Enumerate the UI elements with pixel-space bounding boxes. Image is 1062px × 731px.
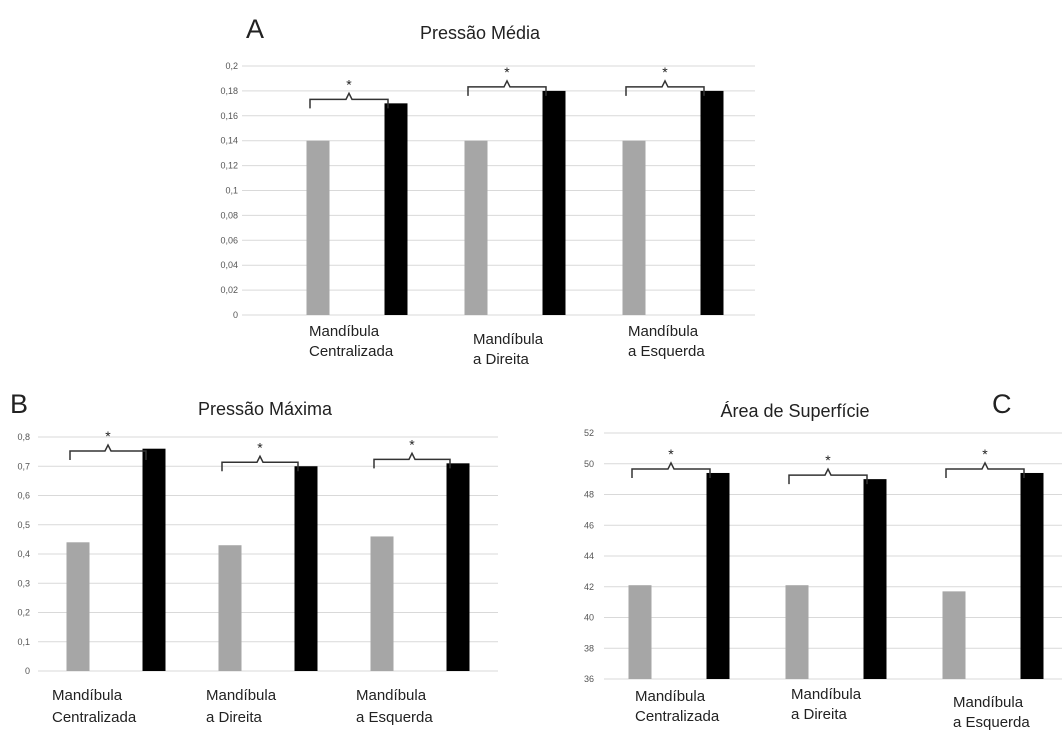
bar-series-1 [622, 140, 646, 315]
y-tick-label: 0,7 [17, 461, 30, 471]
y-tick-label: 0,04 [220, 260, 238, 270]
y-tick-label: 40 [584, 613, 594, 623]
y-tick-label: 0,14 [220, 136, 238, 146]
category-label: a Direita [791, 706, 848, 723]
y-tick-label: 0,02 [220, 285, 238, 295]
category-label: Mandíbula [953, 694, 1024, 711]
significance-star: * [825, 452, 831, 468]
category-label: a Direita [473, 351, 530, 368]
category-label: Centralizada [635, 708, 720, 725]
y-tick-label: 52 [584, 428, 594, 438]
y-tick-label: 0,6 [17, 491, 30, 501]
category-label: Mandíbula [356, 687, 427, 704]
y-tick-label: 0,1 [225, 186, 238, 196]
category-label: Mandíbula [635, 688, 706, 705]
panel-letter-c: C [992, 389, 1012, 419]
bar-series-2 [446, 463, 470, 671]
y-tick-label: 42 [584, 582, 594, 592]
y-tick-label: 0,18 [220, 86, 238, 96]
y-tick-label: 44 [584, 551, 594, 561]
y-tick-label: 0,06 [220, 235, 238, 245]
chart-title-c: Área de Superfície [720, 401, 869, 421]
panel-letter-b: B [10, 389, 28, 419]
y-tick-label: 0,2 [225, 61, 238, 71]
category-label: a Esquerda [953, 714, 1030, 731]
category-label: Mandíbula [791, 686, 862, 703]
chart-a: 0 0,02 0,04 0,06 0,08 0,1 0,12 0,14 0,16 0,18 0,2 *… [220, 61, 755, 368]
chart-title-b: Pressão Máxima [198, 399, 333, 419]
significance-star: * [346, 76, 352, 92]
panel-letter-a: A [246, 14, 264, 44]
category-label: Centralizada [309, 343, 394, 360]
y-tick-label: 48 [584, 490, 594, 500]
significance-star: * [668, 446, 674, 462]
bar-series-1 [785, 585, 809, 679]
significance-bracket [631, 461, 711, 478]
significance-bracket [373, 451, 451, 469]
category-label: a Esquerda [628, 343, 705, 360]
significance-star: * [662, 64, 668, 80]
significance-star: * [409, 436, 415, 452]
category-label: Centralizada [52, 709, 137, 726]
significance-bracket [69, 443, 147, 460]
bar-series-1 [306, 140, 330, 315]
bar-series-2 [142, 448, 166, 671]
chart-b: 0 0,1 0,2 0,3 0,4 0,5 0,6 0,7 0,8 * Mandíbula Centr… [17, 428, 498, 726]
significance-bracket [467, 79, 547, 96]
bar-series-2 [706, 472, 730, 679]
significance-bracket [788, 467, 868, 485]
bar-series-2 [863, 479, 887, 679]
significance-star: * [105, 428, 111, 444]
y-tick-label: 36 [584, 674, 594, 684]
y-tick-label: 0 [233, 310, 238, 320]
bar-series-1 [66, 542, 90, 671]
bar-series-2 [294, 466, 318, 671]
category-label: a Direita [206, 709, 263, 726]
bar-series-1 [942, 591, 966, 679]
significance-bracket [309, 91, 389, 109]
y-tick-label: 0,8 [17, 432, 30, 442]
bar-series-2 [542, 90, 566, 316]
y-tick-label: 46 [584, 520, 594, 530]
y-tick-label: 38 [584, 643, 594, 653]
bar-series-2 [384, 103, 408, 315]
y-tick-label: 0 [25, 666, 30, 676]
bar-series-1 [464, 140, 488, 315]
category-label: a Esquerda [356, 709, 433, 726]
y-tick-label: 50 [584, 459, 594, 469]
significance-star: * [504, 64, 510, 80]
y-tick-label: 0,12 [220, 161, 238, 171]
bar-series-1 [370, 536, 394, 671]
category-label: Mandíbula [309, 323, 380, 340]
category-label: Mandíbula [473, 331, 544, 348]
bar-series-2 [700, 90, 724, 316]
y-tick-label: 0,1 [17, 637, 30, 647]
significance-star: * [982, 446, 988, 462]
significance-bracket [221, 454, 299, 472]
y-tick-label: 0,16 [220, 111, 238, 121]
bar-series-2 [1020, 472, 1044, 679]
significance-star: * [257, 439, 263, 455]
category-label: Mandíbula [206, 687, 277, 704]
category-label: Mandíbula [628, 323, 699, 340]
bar-series-1 [218, 545, 242, 671]
significance-bracket [945, 461, 1025, 478]
y-tick-label: 0,5 [17, 520, 30, 530]
y-tick-label: 0,3 [17, 578, 30, 588]
bar-series-1 [628, 585, 652, 679]
chart-c: 36 38 40 42 44 46 48 50 52 * Mandíbula Centralizada… [584, 428, 1062, 731]
y-tick-label: 0,08 [220, 210, 238, 220]
y-tick-label: 0,4 [17, 549, 30, 559]
significance-bracket [625, 79, 705, 96]
y-tick-label: 0,2 [17, 608, 30, 618]
chart-title-a: Pressão Média [420, 23, 541, 43]
category-label: Mandíbula [52, 687, 123, 704]
